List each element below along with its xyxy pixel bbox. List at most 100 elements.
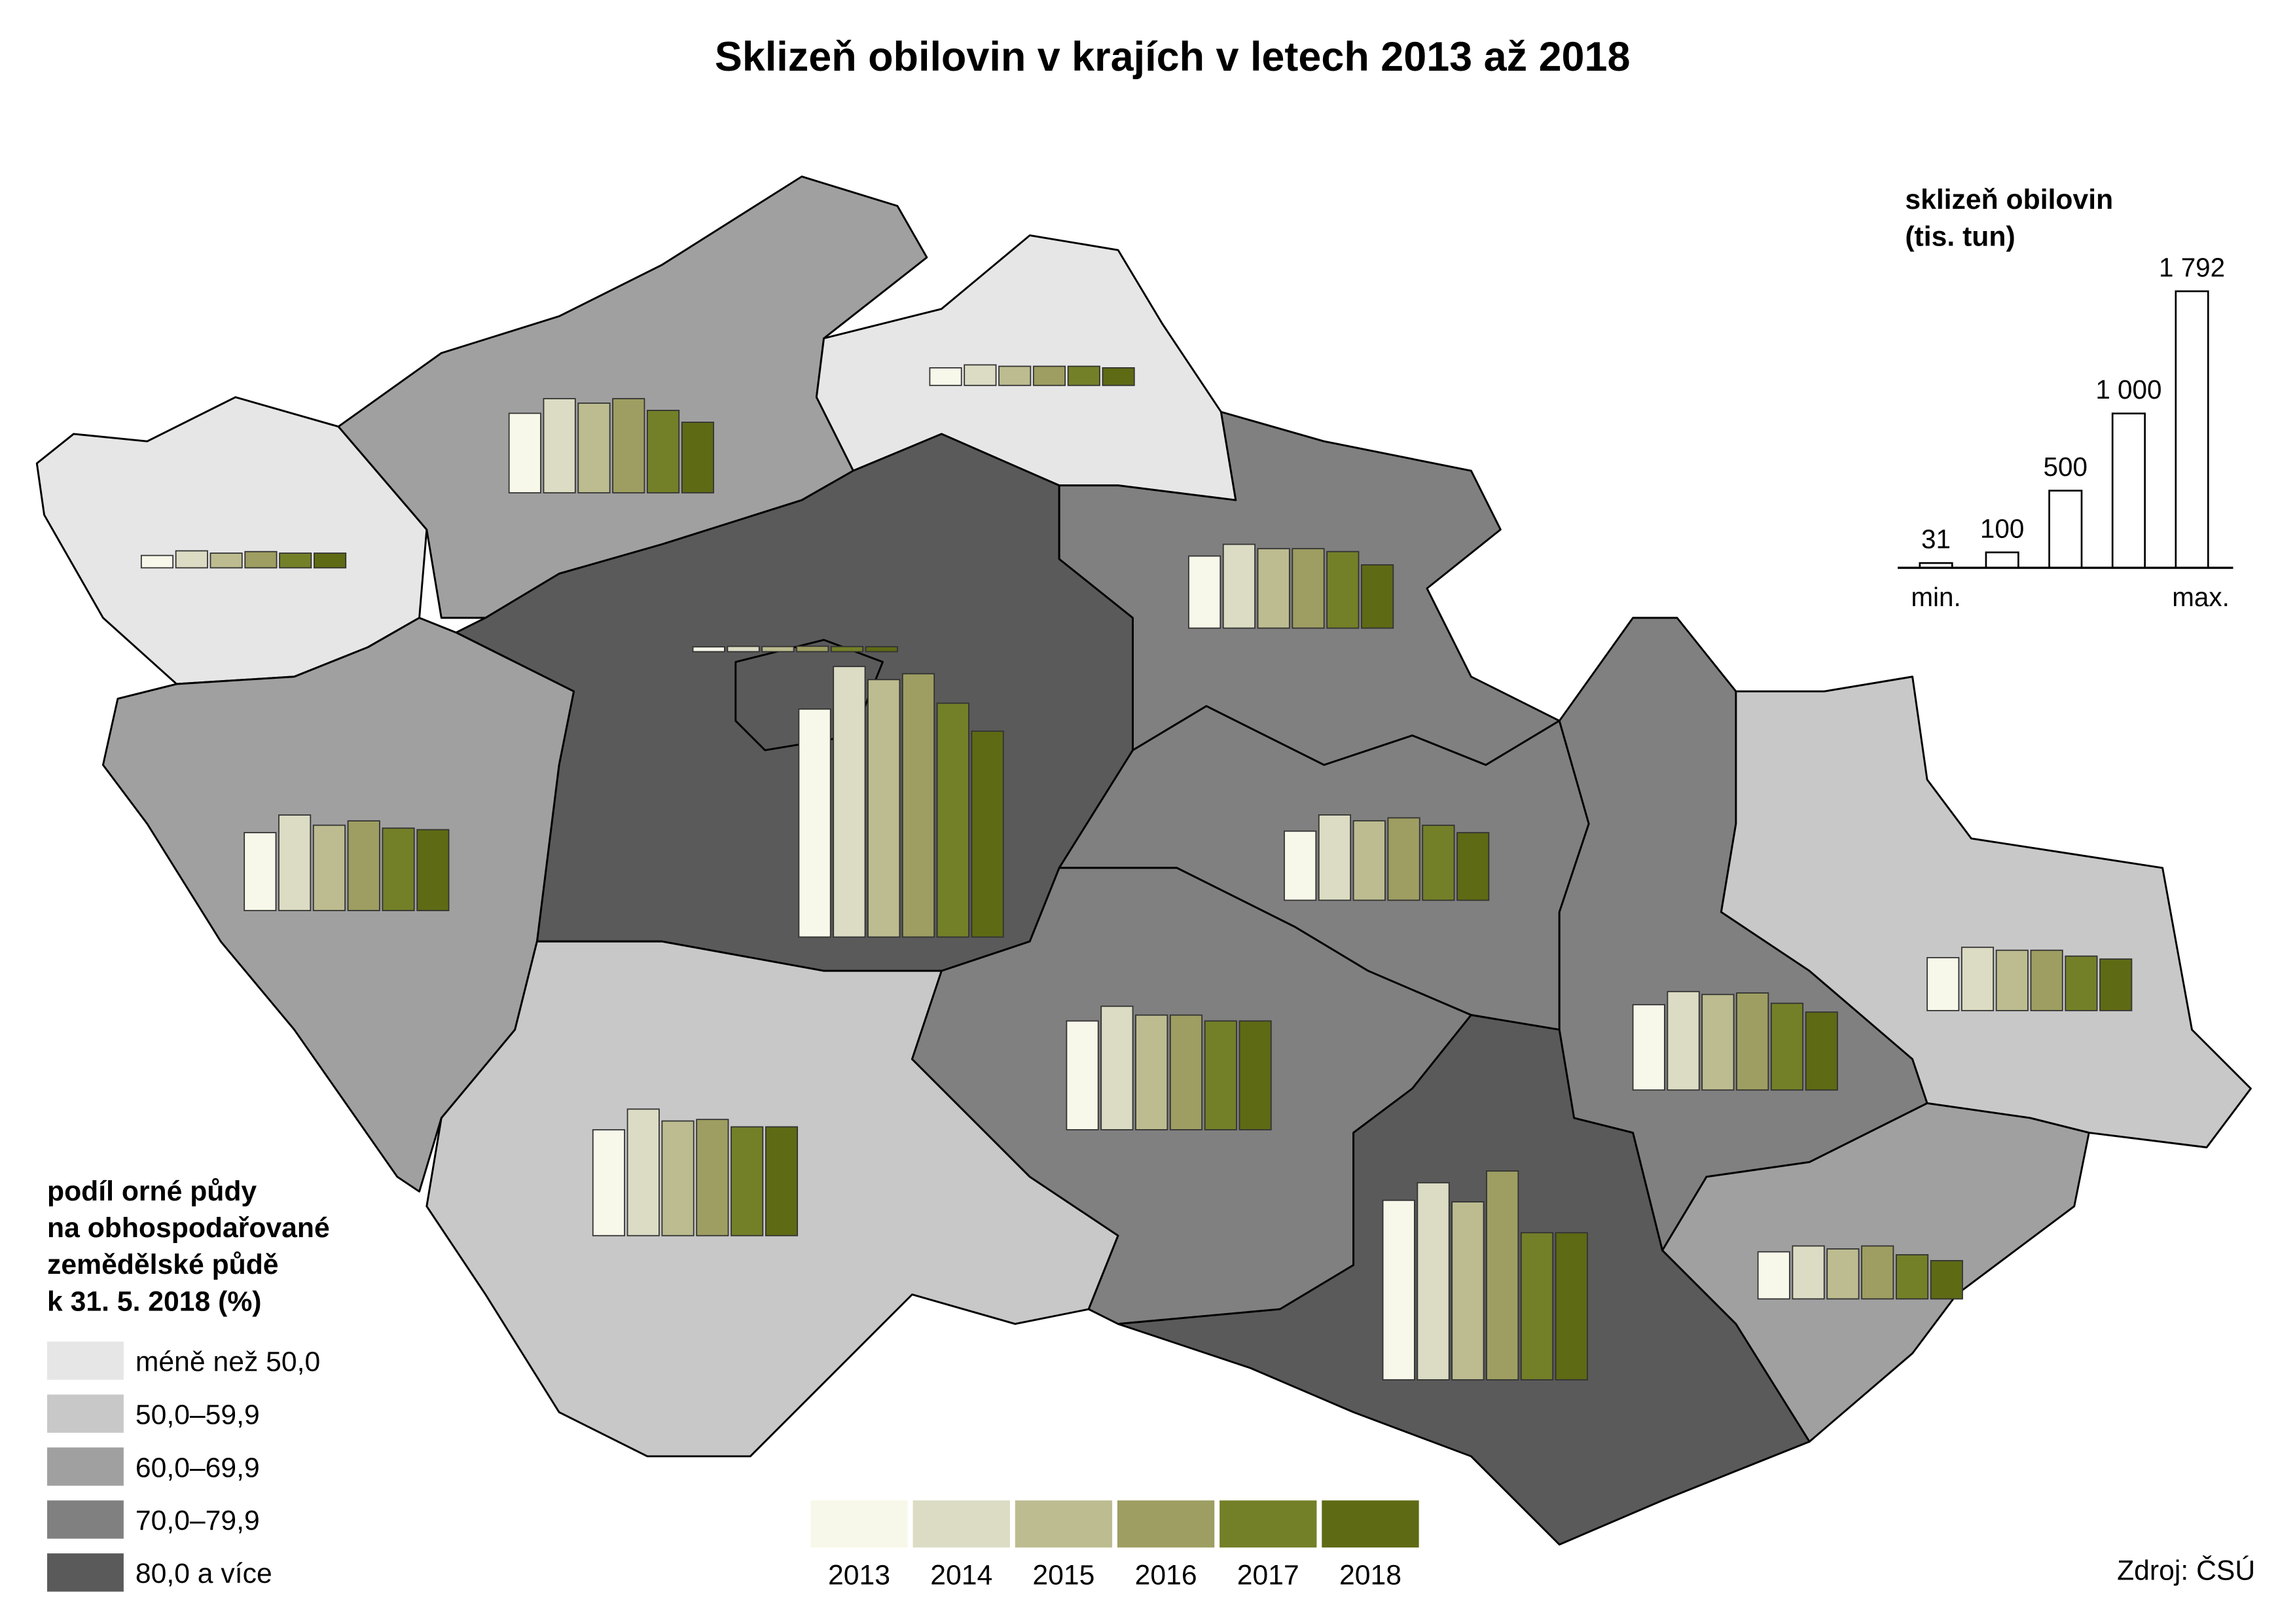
bar	[998, 365, 1032, 386]
bar	[1292, 548, 1325, 629]
year-legend-label: 2013	[828, 1559, 890, 1591]
bar	[1632, 1003, 1665, 1091]
size-key-min: min.	[1911, 582, 1961, 612]
bar	[1520, 1232, 1554, 1380]
year-legend-label: 2018	[1339, 1559, 1401, 1591]
bar	[244, 832, 277, 911]
share-legend-label: 60,0–69,9	[136, 1452, 260, 1483]
bar	[661, 1120, 695, 1236]
bar	[1352, 820, 1386, 901]
size-key-bar	[2175, 290, 2209, 569]
size-key-label: 100	[1980, 513, 2024, 543]
size-key-max: max.	[2172, 582, 2230, 612]
bar	[936, 702, 969, 938]
bar	[1736, 992, 1769, 1091]
year-legend-label: 2014	[930, 1559, 992, 1591]
bar	[1188, 555, 1221, 629]
bar	[1930, 1259, 1963, 1300]
share-legend-swatch	[47, 1553, 124, 1592]
bar	[1318, 814, 1352, 901]
bar	[798, 708, 831, 938]
size-key-label: 1 792	[2159, 252, 2225, 282]
bar	[612, 398, 645, 494]
share-legend-label: 70,0–79,9	[136, 1505, 260, 1536]
year-legend-label: 2016	[1135, 1559, 1197, 1591]
bar	[140, 554, 174, 569]
bar	[1417, 1182, 1450, 1380]
share-legend-swatch	[47, 1500, 124, 1539]
region	[1720, 676, 2252, 1149]
bar	[727, 645, 760, 653]
bar	[278, 814, 312, 911]
bar	[1387, 817, 1420, 901]
year-legend-swatch	[1322, 1500, 1419, 1548]
share-legend-swatch	[47, 1447, 124, 1486]
bar	[1861, 1245, 1894, 1300]
title: Sklizeň obilovin v krajích v letech 2013…	[715, 34, 1631, 80]
size-key-bar	[2048, 490, 2083, 569]
bar	[416, 829, 450, 911]
bar	[1361, 564, 1394, 629]
share-legend-title: k 31. 5. 2018 (%)	[47, 1286, 261, 1317]
bar	[1995, 949, 2029, 1011]
share-legend-swatch	[47, 1394, 124, 1433]
bar	[1100, 1005, 1134, 1130]
year-legend-swatch	[913, 1500, 1010, 1548]
bar	[1555, 1232, 1588, 1380]
bar	[1135, 1014, 1168, 1130]
bar	[1456, 832, 1490, 901]
bar	[1284, 830, 1317, 901]
size-key-label: 31	[1921, 524, 1951, 554]
bar	[1792, 1245, 1825, 1300]
bar	[865, 646, 898, 653]
size-key-bar	[1985, 551, 2019, 569]
bar	[1667, 990, 1700, 1091]
bar	[1382, 1199, 1415, 1380]
size-key-title: (tis. tun)	[1905, 221, 2015, 252]
bar	[508, 412, 541, 494]
share-legend-title: podíl orné půdy	[47, 1176, 257, 1207]
source: Zdroj: ČSÚ	[2117, 1555, 2255, 1587]
bar	[1961, 947, 1995, 1011]
bar	[1257, 548, 1290, 629]
bar	[796, 645, 829, 653]
share-legend-swatch	[47, 1341, 124, 1380]
bar	[382, 827, 415, 911]
bar	[577, 402, 611, 494]
bar	[1326, 550, 1360, 629]
bar	[626, 1108, 660, 1236]
size-key-title: sklizeň obilovin	[1905, 184, 2113, 215]
bar	[1826, 1248, 1860, 1300]
bar	[347, 820, 380, 911]
bar	[731, 1126, 764, 1236]
bar	[209, 552, 243, 569]
bar	[765, 1126, 799, 1236]
bar	[1169, 1014, 1203, 1130]
bar	[1805, 1011, 1838, 1091]
year-legend-label: 2017	[1237, 1559, 1299, 1591]
bar	[312, 824, 346, 911]
year-legend-swatch	[810, 1500, 908, 1548]
legend: sklizeň obilovin (tis. tun) 31 100 500 1 000 1…	[47, 184, 2233, 1592]
share-legend-title: na obhospodařované	[47, 1212, 330, 1244]
bar	[1204, 1020, 1237, 1130]
bar	[696, 1119, 729, 1236]
bar	[971, 731, 1004, 938]
year-legend-label: 2015	[1032, 1559, 1094, 1591]
share-legend-label: 80,0 a více	[136, 1558, 272, 1589]
bar	[1926, 957, 1960, 1011]
bar	[2099, 958, 2133, 1011]
bar	[314, 552, 347, 569]
bar	[592, 1129, 625, 1236]
size-key-label: 500	[2044, 452, 2087, 482]
bar	[867, 679, 901, 938]
bar	[901, 673, 935, 938]
year-legend-swatch	[1015, 1500, 1113, 1548]
bar	[830, 645, 864, 653]
bar	[244, 550, 278, 569]
bar	[175, 550, 208, 569]
bar	[1032, 365, 1066, 386]
bar	[2030, 949, 2063, 1011]
bar	[1422, 824, 1455, 901]
bar	[692, 646, 725, 653]
